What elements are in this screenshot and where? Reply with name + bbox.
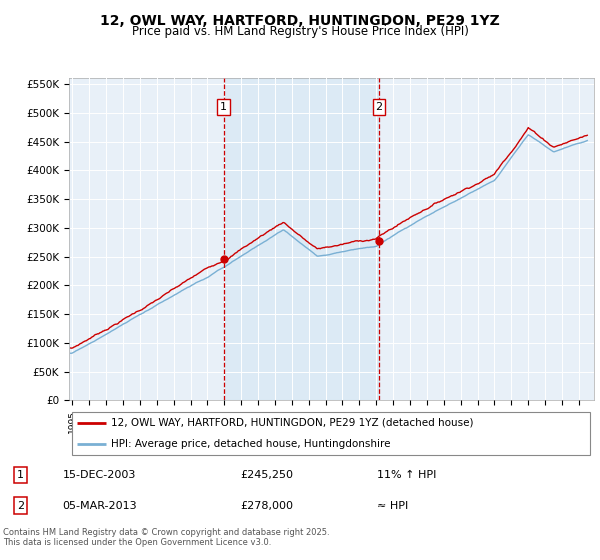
Text: Contains HM Land Registry data © Crown copyright and database right 2025.
This d: Contains HM Land Registry data © Crown c… xyxy=(3,528,329,547)
Text: 15-DEC-2003: 15-DEC-2003 xyxy=(62,470,136,480)
FancyBboxPatch shape xyxy=(71,412,590,455)
Text: £278,000: £278,000 xyxy=(241,501,293,511)
Text: £245,250: £245,250 xyxy=(241,470,293,480)
Text: 12, OWL WAY, HARTFORD, HUNTINGDON, PE29 1YZ: 12, OWL WAY, HARTFORD, HUNTINGDON, PE29 … xyxy=(100,14,500,28)
Text: HPI: Average price, detached house, Huntingdonshire: HPI: Average price, detached house, Hunt… xyxy=(111,439,391,449)
Text: Price paid vs. HM Land Registry's House Price Index (HPI): Price paid vs. HM Land Registry's House … xyxy=(131,25,469,38)
Bar xyxy=(224,78,379,400)
Text: 2: 2 xyxy=(17,501,25,511)
Text: 2: 2 xyxy=(376,102,383,112)
Text: 11% ↑ HPI: 11% ↑ HPI xyxy=(377,470,437,480)
Text: ≈ HPI: ≈ HPI xyxy=(377,501,409,511)
Text: 12, OWL WAY, HARTFORD, HUNTINGDON, PE29 1YZ (detached house): 12, OWL WAY, HARTFORD, HUNTINGDON, PE29 … xyxy=(111,418,473,428)
Text: 1: 1 xyxy=(17,470,25,480)
Text: 05-MAR-2013: 05-MAR-2013 xyxy=(62,501,137,511)
Text: 1: 1 xyxy=(220,102,227,112)
